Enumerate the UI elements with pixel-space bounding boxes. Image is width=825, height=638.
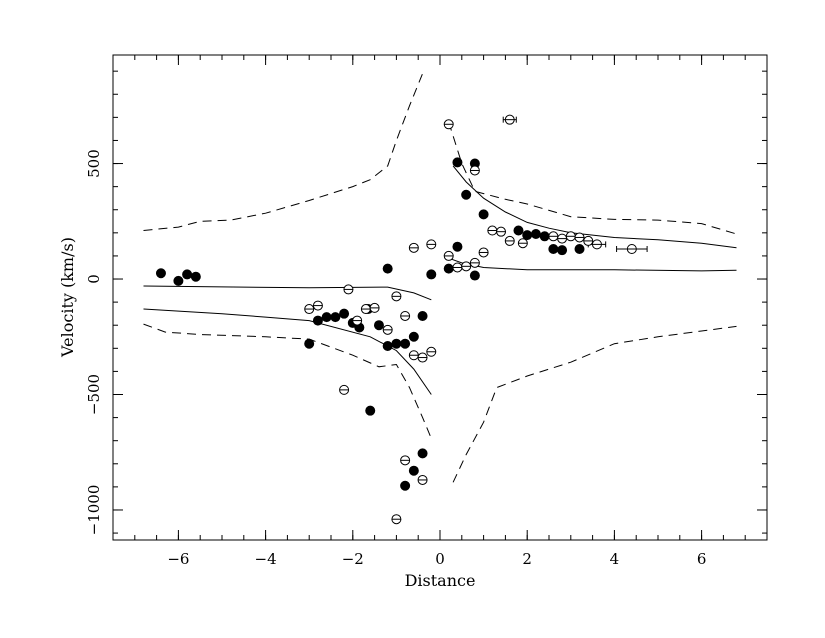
filled-data-point <box>557 245 568 256</box>
filled-data-point <box>426 269 437 280</box>
plot-frame <box>112 54 768 541</box>
dashed-envelope-line <box>143 323 432 439</box>
filled-data-point <box>417 310 428 321</box>
filled-data-point <box>382 263 393 274</box>
filled-data-point <box>382 341 393 351</box>
filled-data-point <box>339 308 350 319</box>
y-tick-label: −1000 <box>85 485 103 536</box>
filled-data-point <box>417 448 428 459</box>
filled-data-point <box>373 320 384 331</box>
solid-model-line <box>448 257 737 272</box>
filled-data-point <box>539 231 550 242</box>
y-axis-title: Velocity (km/s) <box>58 237 77 358</box>
filled-data-point <box>365 405 376 416</box>
x-tick-label: 6 <box>697 550 707 568</box>
x-tick-label: 0 <box>435 550 445 568</box>
y-tick-label: 500 <box>85 149 103 178</box>
filled-data-point <box>408 331 419 342</box>
axis-ticks <box>112 55 768 540</box>
filled-data-point <box>522 230 533 241</box>
filled-data-point <box>530 228 541 239</box>
filled-data-point <box>400 338 411 349</box>
x-tick-label: −6 <box>167 550 189 568</box>
filled-data-point <box>182 269 193 280</box>
data-points <box>155 114 648 525</box>
y-tick-label: 0 <box>85 274 103 284</box>
x-tick-label: 4 <box>610 550 620 568</box>
filled-data-point <box>548 244 559 254</box>
filled-data-point <box>408 465 419 476</box>
filled-data-point <box>461 189 472 200</box>
filled-data-point <box>190 271 201 282</box>
filled-data-point <box>155 268 166 279</box>
solid-model-line <box>452 165 737 249</box>
filled-data-point <box>513 225 524 236</box>
filled-data-point <box>312 315 323 326</box>
x-tick-label: 2 <box>522 550 532 568</box>
dashed-envelope-line <box>143 73 424 231</box>
model-curves <box>143 73 737 483</box>
dashed-envelope-line <box>448 121 737 235</box>
filled-data-point <box>173 275 184 286</box>
axis-tick-labels: −6 −4 −2 0 2 4 6 −1000 −500 0 500 <box>85 149 706 568</box>
filled-data-point <box>443 263 454 274</box>
filled-data-point <box>574 244 585 254</box>
y-tick-label: −500 <box>85 374 103 415</box>
filled-data-point <box>304 338 315 349</box>
solid-model-line <box>143 285 432 301</box>
filled-data-point <box>452 241 463 252</box>
x-axis-title: Distance <box>405 571 476 590</box>
filled-data-point <box>469 270 480 281</box>
solid-model-line <box>143 308 432 395</box>
filled-data-point <box>391 338 402 349</box>
filled-data-point <box>478 209 489 220</box>
x-tick-label: −4 <box>255 550 277 568</box>
filled-data-point <box>321 312 332 323</box>
filled-data-point <box>330 312 341 323</box>
filled-data-point <box>400 480 411 491</box>
x-tick-label: −2 <box>342 550 364 568</box>
filled-data-point <box>452 157 463 168</box>
dashed-envelope-line <box>452 325 737 483</box>
